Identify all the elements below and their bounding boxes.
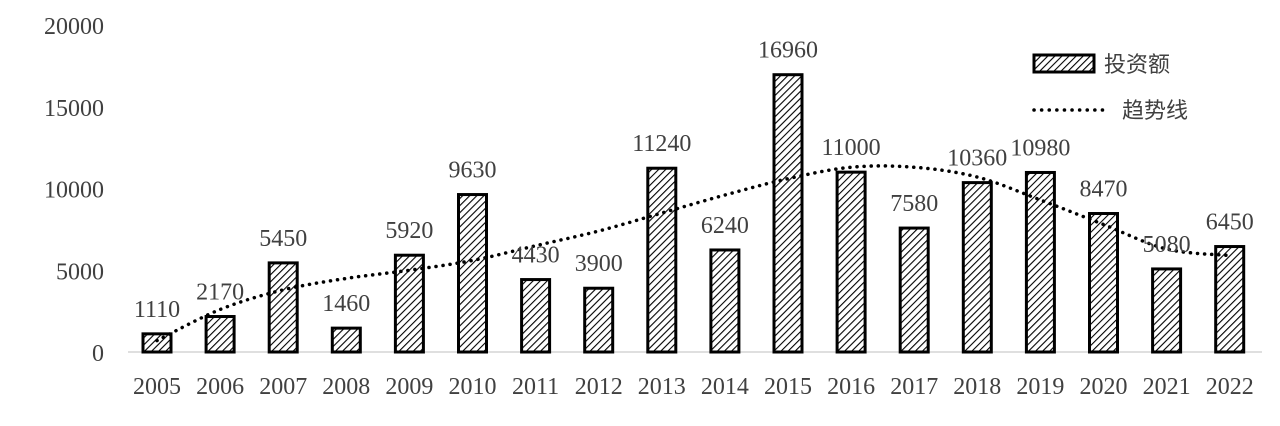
bar-2006 [204,315,236,354]
bar-2005 [141,332,173,354]
bar-2012 [583,286,615,354]
legend-label-investment: 投资额 [1104,53,1170,78]
x-tick-label: 2013 [638,374,686,400]
data-label: 6240 [701,213,749,239]
legend-label-trend: 趋势线 [1122,99,1188,124]
data-label: 5450 [259,226,307,252]
y-tick-label: 10000 [44,178,104,204]
x-tick-label: 2015 [764,374,812,400]
data-label: 9630 [449,158,497,184]
x-tick-label: 2017 [890,374,938,400]
data-label: 5080 [1143,232,1191,258]
x-tick-label: 2007 [259,374,307,400]
bar-2008 [330,326,362,354]
data-label: 16960 [758,38,818,64]
y-tick-label: 0 [92,341,104,367]
legend-bar-swatch [1032,53,1096,74]
x-tick-label: 2005 [133,374,181,400]
bar-2020 [1088,212,1119,354]
data-label: 1460 [322,291,370,317]
trend-line [155,164,1232,343]
data-label: 2170 [196,280,244,306]
data-label: 8470 [1080,177,1128,203]
data-label: 1110 [134,297,180,323]
x-tick-label: 2022 [1206,374,1254,400]
bar-2021 [1151,267,1183,354]
x-tick-label: 2021 [1143,374,1191,400]
bar-2017 [898,226,930,354]
bar-2014 [709,248,741,354]
data-label: 10980 [1010,135,1070,161]
bar-2013 [646,166,678,354]
x-tick-label: 2006 [196,374,244,400]
y-tick-label: 15000 [44,96,104,122]
x-tick-label: 2009 [385,374,433,400]
data-label: 11240 [632,131,691,157]
bar-2018 [961,181,993,354]
data-label: 5920 [385,218,433,244]
data-label: 4430 [512,243,560,269]
data-label: 10360 [947,146,1007,172]
y-tick-label: 20000 [44,14,104,40]
x-tick-label: 2016 [827,374,875,400]
x-tick-label: 2019 [1016,374,1064,400]
bar-2015 [772,73,804,354]
y-tick-label: 5000 [56,259,104,285]
bar-2011 [520,278,552,354]
legend: 投资额 趋势线 [1032,53,1188,124]
x-tick-label: 2020 [1080,374,1128,400]
x-tick-label: 2008 [322,374,370,400]
x-tick-label: 2018 [953,374,1001,400]
x-tick-label: 2014 [701,374,749,400]
bar-2022 [1214,245,1246,354]
data-label: 3900 [575,251,623,277]
bar-2010 [457,193,488,354]
data-label: 7580 [890,191,938,217]
data-label: 11000 [822,135,881,161]
bar-2016 [835,170,867,354]
x-tick-label: 2010 [449,374,497,400]
x-tick-label: 2012 [575,374,623,400]
data-label: 6450 [1206,210,1254,236]
bar-2019 [1024,170,1056,354]
bar-2007 [267,261,299,354]
x-tick-label: 2011 [512,374,559,400]
